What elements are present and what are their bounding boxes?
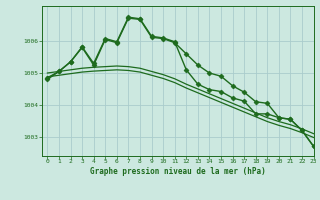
X-axis label: Graphe pression niveau de la mer (hPa): Graphe pression niveau de la mer (hPa) <box>90 167 266 176</box>
